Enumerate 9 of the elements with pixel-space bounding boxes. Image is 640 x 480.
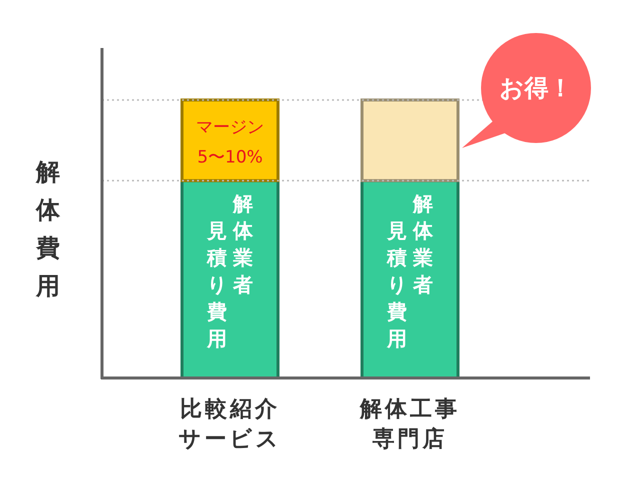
annotation: 解体業者: [232, 192, 254, 297]
annotation: 解体業者: [412, 192, 434, 297]
annotation: 見積り費用: [206, 218, 227, 351]
annotation: マージン 5〜10%: [196, 117, 264, 168]
y-axis-title: 解体費用: [35, 158, 61, 300]
x-tick-label: 比較紹介サービス: [178, 397, 282, 452]
x-tick-label: 解体工事専門店: [359, 397, 460, 452]
annotation: お得！: [500, 74, 572, 102]
annotation: 見積り費用: [386, 218, 407, 351]
